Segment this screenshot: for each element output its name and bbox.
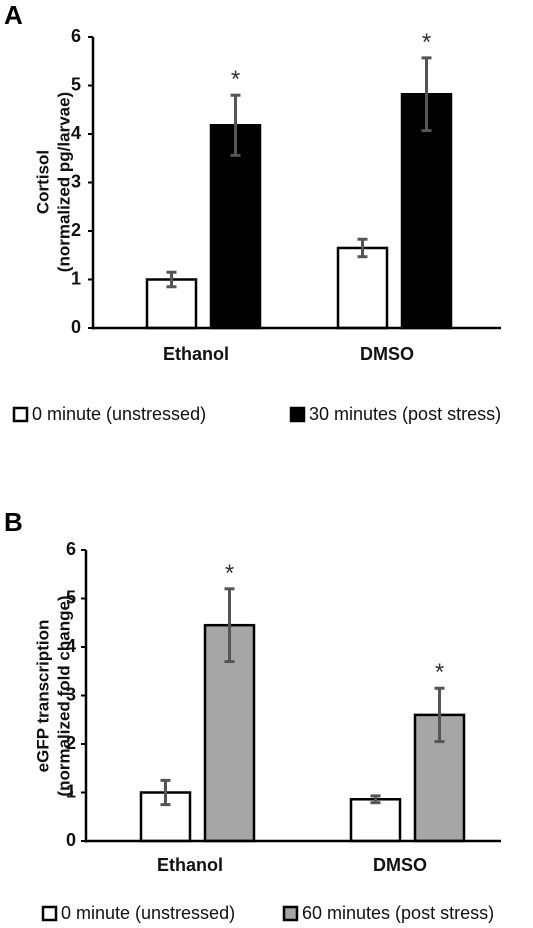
y-tick-label: 6 [66, 539, 76, 559]
y-tick-label: 2 [71, 220, 81, 240]
significance-asterisk: * [435, 659, 444, 686]
x-category-label: Ethanol [157, 855, 223, 875]
y-tick-label: 6 [71, 26, 81, 46]
panel-label: A [4, 0, 23, 30]
legend-swatch [289, 406, 306, 423]
y-axis-title-line: (normalized fold change) [54, 595, 73, 796]
y-tick-label: 0 [66, 830, 76, 850]
y-axis-title-line: (normalized pg/larvae) [54, 92, 73, 272]
bar-unstressed-dmso [336, 246, 389, 330]
legend-label: 60 minutes (post stress) [302, 903, 494, 923]
y-tick-label: 3 [71, 171, 81, 191]
y-tick-label: 4 [66, 636, 76, 656]
significance-asterisk: * [225, 560, 234, 587]
x-category-label: Ethanol [163, 344, 229, 364]
x-category-label: DMSO [373, 855, 427, 875]
legend-swatch [12, 406, 29, 423]
bar-unstressed-dmso [349, 798, 402, 843]
y-tick-label: 0 [71, 317, 81, 337]
panel-label: B [4, 507, 23, 537]
legend-label: 0 minute (unstressed) [61, 903, 235, 923]
x-category-label: DMSO [360, 344, 414, 364]
y-tick-label: 2 [66, 733, 76, 753]
y-axis-title-line: eGFP transcription [33, 620, 52, 773]
panel-a: A Cortisol (normalized pg/larvae) 0 1 2 3 4 5 6 * *… [4, 0, 501, 424]
y-axis-title-line: Cortisol [33, 150, 52, 214]
significance-asterisk: * [422, 29, 431, 56]
legend-label: 0 minute (unstressed) [32, 404, 206, 424]
y-tick-label: 5 [71, 74, 81, 94]
y-tick-label: 3 [66, 684, 76, 704]
legend-swatch [41, 905, 58, 922]
y-tick-label: 4 [71, 123, 81, 143]
y-tick-label: 5 [66, 587, 76, 607]
legend-swatch [282, 905, 299, 922]
y-tick-label: 1 [71, 268, 81, 288]
significance-asterisk: * [231, 66, 240, 93]
legend-label: 30 minutes (post stress) [309, 404, 501, 424]
y-tick-label: 1 [66, 781, 76, 801]
